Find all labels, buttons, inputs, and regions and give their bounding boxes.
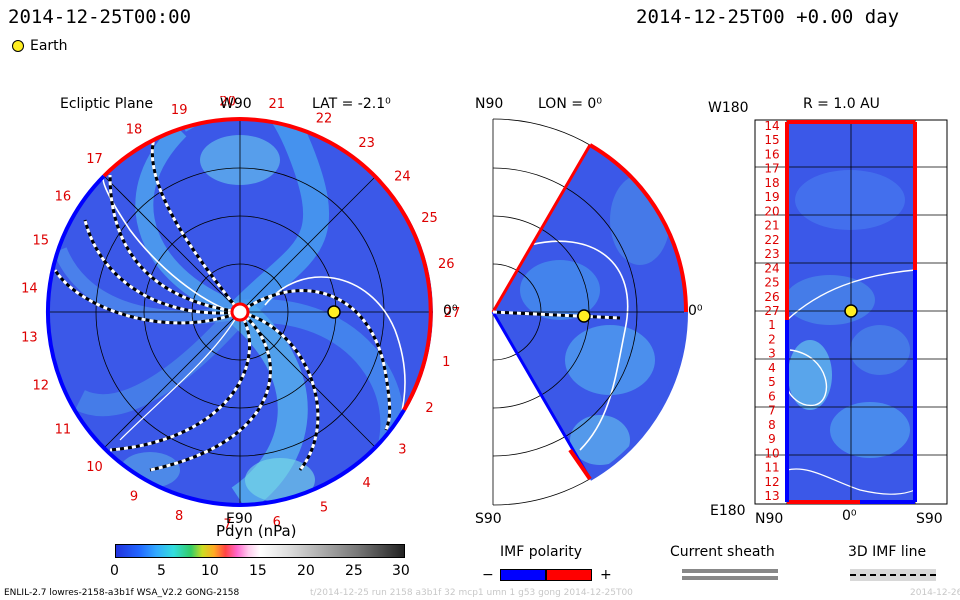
- day-label-15: 15: [33, 234, 50, 249]
- footer-right-fragment: 2014-12-26: [910, 588, 960, 598]
- colorbar-tick-0: 0: [110, 563, 119, 579]
- day-label-7: 7: [224, 518, 232, 533]
- row-label-8: 8: [768, 418, 776, 432]
- day-label-26: 26: [438, 257, 455, 272]
- row-label-5: 5: [768, 375, 776, 389]
- row-label-12: 12: [764, 475, 779, 489]
- row-label-9: 9: [768, 432, 776, 446]
- timestamp-left: 2014-12-25T00:00: [8, 6, 192, 28]
- row-label-26: 26: [764, 290, 779, 304]
- ecliptic-title: Ecliptic Plane: [60, 96, 154, 112]
- colorbar-tick-20: 20: [297, 563, 315, 579]
- current-sheath-swatch-bottom: [682, 576, 778, 580]
- day-label-21: 21: [269, 97, 286, 112]
- lat-label: LAT = -2.1⁰: [312, 96, 391, 112]
- day-label-12: 12: [33, 379, 50, 394]
- current-sheath-label: Current sheath: [670, 544, 775, 560]
- row-label-18: 18: [764, 176, 779, 190]
- row-label-17: 17: [764, 162, 779, 176]
- day-label-17: 17: [86, 152, 103, 167]
- row-label-6: 6: [768, 389, 776, 403]
- row-label-25: 25: [764, 276, 779, 290]
- w90-label: W90: [220, 96, 252, 112]
- e180-label: E180: [710, 503, 746, 519]
- row-label-7: 7: [768, 404, 776, 418]
- day-label-14: 14: [21, 281, 38, 296]
- row-label-24: 24: [764, 261, 779, 275]
- row-label-19: 19: [764, 190, 779, 204]
- imf-line-swatch: [850, 569, 936, 581]
- day-label-8: 8: [175, 509, 183, 524]
- day-label-20: 20: [219, 96, 236, 109]
- day-label-1: 1: [442, 355, 450, 370]
- row-label-15: 15: [764, 133, 779, 147]
- model-info: ENLIL-2.7 lowres-2158-a3b1f WSA_V2.2 GON…: [4, 588, 240, 598]
- run-path: t/2014-12-25 run 2158 a3b1f 32 mcp1 umn …: [310, 588, 633, 598]
- lon-label: LON = 0⁰: [538, 96, 602, 112]
- r-axis-n90: N90: [755, 511, 784, 527]
- row-label-23: 23: [764, 247, 779, 261]
- row-label-4: 4: [768, 361, 776, 375]
- day-label-22: 22: [316, 111, 333, 126]
- e90-label: E90: [226, 511, 253, 527]
- day-label-11: 11: [55, 423, 72, 438]
- imf-minus-label: −: [482, 567, 494, 583]
- colorbar-tick-10: 10: [201, 563, 219, 579]
- imf-positive-swatch: [546, 569, 592, 581]
- day-label-13: 13: [21, 331, 38, 346]
- day-label-25: 25: [421, 211, 438, 226]
- row-label-1: 1: [768, 318, 776, 332]
- day-label-23: 23: [358, 136, 375, 151]
- day-label-24: 24: [394, 170, 411, 185]
- day-label-18: 18: [126, 122, 143, 137]
- day-label-19: 19: [171, 103, 188, 118]
- day-label-9: 9: [130, 490, 138, 505]
- day-label-6: 6: [273, 515, 281, 530]
- row-label-3: 3: [768, 347, 776, 361]
- day-label-10: 10: [86, 460, 103, 475]
- imf-polarity-label: IMF polarity: [500, 544, 583, 560]
- row-label-11: 11: [764, 461, 779, 475]
- day-label-27: 27: [444, 306, 461, 321]
- row-label-22: 22: [764, 233, 779, 247]
- day-label-2: 2: [425, 401, 433, 416]
- ecliptic-zero-label: 0⁰: [443, 303, 458, 319]
- row-label-16: 16: [764, 148, 779, 162]
- row-label-2: 2: [768, 333, 776, 347]
- row-label-13: 13: [764, 489, 779, 503]
- current-sheath-swatch-top: [682, 569, 778, 573]
- colorbar-tick-30: 30: [392, 563, 410, 579]
- colorbar-tick-25: 25: [345, 563, 363, 579]
- r-axis-zero: 0⁰: [842, 508, 857, 524]
- imf-plus-label: +: [600, 567, 612, 583]
- earth-legend-label: Earth: [30, 38, 68, 54]
- r-1au-plot: 1415161718192021222324252627123456789101…: [754, 119, 948, 505]
- day-label-4: 4: [362, 476, 370, 491]
- colorbar: [115, 544, 405, 558]
- ecliptic-plane-plot: 20 21222324252627123456789101112131415161…: [21, 96, 461, 533]
- row-label-10: 10: [764, 446, 779, 460]
- day-label-16: 16: [55, 190, 72, 205]
- r-axis-s90: S90: [916, 511, 943, 527]
- imf-line-label: 3D IMF line: [848, 544, 927, 560]
- n90-label: N90: [475, 96, 504, 112]
- earth-legend-icon: [12, 40, 24, 52]
- colorbar-tick-5: 5: [157, 563, 166, 579]
- colorbar-label: Pdyn (nPa): [216, 522, 297, 540]
- meridional-zero-label: 0⁰: [688, 303, 703, 319]
- imf-negative-swatch: [500, 569, 546, 581]
- row-label-27: 27: [764, 304, 779, 318]
- s90-label: S90: [475, 511, 502, 527]
- colorbar-tick-15: 15: [249, 563, 267, 579]
- timestamp-right: 2014-12-25T00 +0.00 day: [636, 6, 900, 28]
- meridional-plane-plot: [491, 118, 689, 506]
- day-label-5: 5: [320, 501, 328, 516]
- w180-label: W180: [708, 100, 749, 116]
- row-label-20: 20: [764, 204, 779, 218]
- day-label-3: 3: [398, 442, 406, 457]
- row-label-21: 21: [764, 219, 779, 233]
- r-panel-title: R = 1.0 AU: [803, 96, 880, 112]
- row-label-14: 14: [764, 119, 779, 133]
